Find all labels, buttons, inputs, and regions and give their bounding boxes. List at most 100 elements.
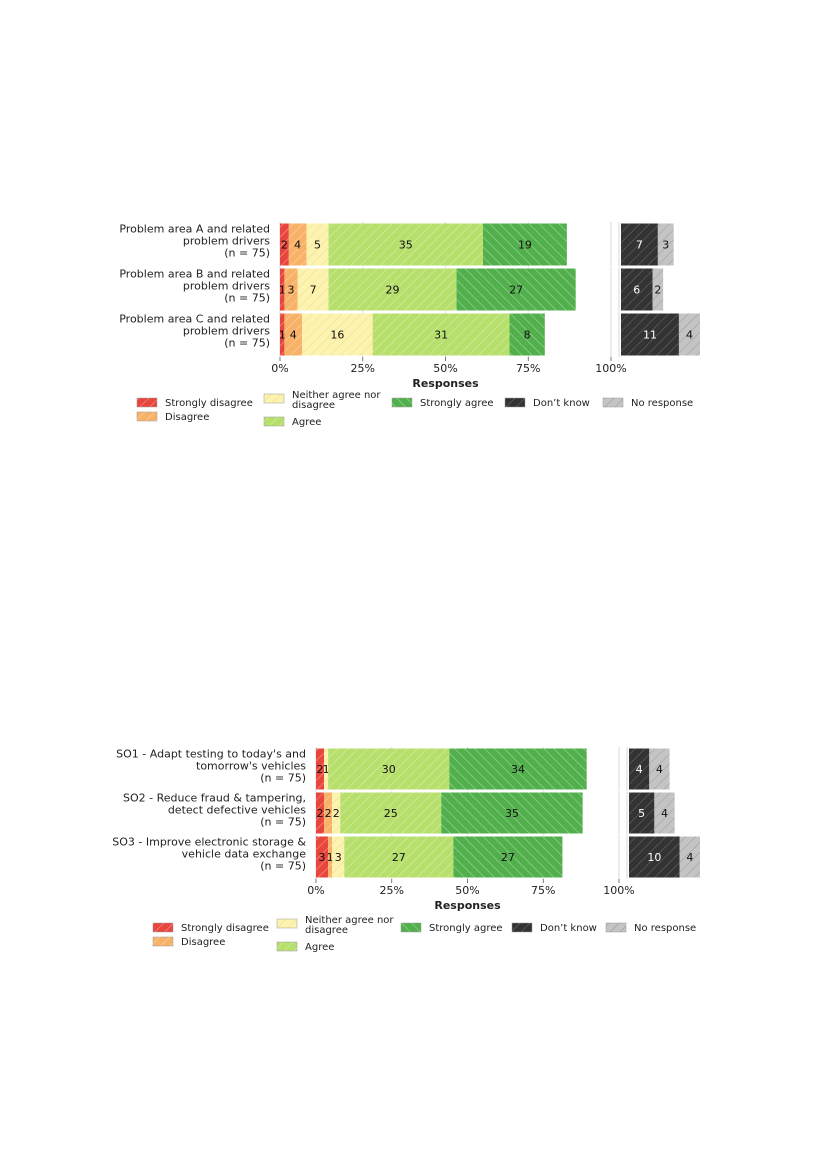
- side-bar-value-label: 2: [654, 284, 661, 297]
- bar-hatch: [456, 268, 576, 311]
- legend-swatch-hatch: [277, 942, 297, 951]
- bar-value-label: 1: [327, 851, 334, 864]
- legend-swatch-hatch: [137, 412, 157, 421]
- bar-hatch: [328, 748, 450, 790]
- bar-value-label: 4: [290, 329, 297, 342]
- bar-value-label: 2: [333, 807, 340, 820]
- side-bar-value-label: 6: [633, 284, 640, 297]
- category-label: vehicle data exchange: [182, 848, 307, 861]
- bar-hatch: [306, 223, 329, 266]
- category-label: SO3 - Improve electronic storage &: [112, 836, 306, 849]
- chart-problem-areas: Problem area A and related problem driver…: [0, 190, 827, 444]
- x-tick-label: 50%: [455, 884, 479, 897]
- legend-swatch-hatch: [137, 398, 157, 407]
- category-label: Problem area B and related: [119, 268, 270, 281]
- side-bar-value-label: 3: [662, 239, 669, 252]
- legend-swatch-hatch: [606, 923, 626, 932]
- x-tick-label: 25%: [380, 884, 404, 897]
- legend-label: Strongly agree: [429, 923, 503, 934]
- legend-swatch-hatch: [603, 398, 623, 407]
- legend-swatch-hatch: [153, 923, 173, 932]
- bar-hatch: [302, 313, 373, 356]
- side-bar-value-label: 7: [636, 239, 643, 252]
- legend-swatch-hatch: [512, 923, 532, 932]
- side-bar-hatch: [657, 223, 674, 266]
- bar-value-label: 19: [518, 239, 532, 252]
- category-label: (n = 75): [224, 292, 270, 305]
- bar-value-label: 3: [288, 284, 295, 297]
- bar-value-label: 31: [434, 329, 448, 342]
- bar-value-label: 1: [323, 763, 330, 776]
- x-tick-label: 100%: [603, 884, 634, 897]
- bar-value-label: 29: [386, 284, 400, 297]
- bar-hatch: [509, 313, 545, 356]
- side-bar-value-label: 4: [656, 763, 663, 776]
- category-label: problem drivers: [183, 325, 270, 338]
- bar-hatch: [453, 836, 563, 878]
- bar-hatch: [332, 836, 345, 878]
- legend-swatch-hatch: [264, 417, 284, 426]
- category-label: (n = 75): [260, 860, 306, 873]
- legend-label: No response: [634, 923, 696, 934]
- side-bar-value-label: 4: [636, 763, 643, 776]
- side-bar-hatch: [621, 313, 679, 356]
- side-bar-value-label: 11: [643, 329, 657, 342]
- bar-value-label: 27: [501, 851, 515, 864]
- side-bar-value-label: 4: [686, 329, 693, 342]
- x-tick-label: 75%: [516, 362, 540, 375]
- legend-label: Strongly agree: [420, 398, 494, 409]
- bar-hatch: [324, 792, 333, 834]
- side-bar-hatch: [654, 792, 675, 834]
- bar-value-label: 2: [281, 239, 288, 252]
- legend-label: Disagree: [165, 412, 209, 423]
- bar-hatch: [280, 223, 289, 266]
- side-bar-hatch: [649, 748, 670, 790]
- category-label: SO1 - Adapt testing to today's and: [116, 748, 306, 761]
- bar-value-label: 30: [382, 763, 396, 776]
- bar-value-label: 16: [330, 329, 344, 342]
- legend-label: disagree: [305, 925, 348, 936]
- bar-value-label: 1: [279, 284, 286, 297]
- bar-value-label: 2: [317, 807, 324, 820]
- category-label: (n = 75): [260, 772, 306, 785]
- bar-hatch: [340, 792, 442, 834]
- bar-value-label: 25: [384, 807, 398, 820]
- category-label: (n = 75): [224, 337, 270, 350]
- bar-value-label: 35: [399, 239, 413, 252]
- bar-hatch: [288, 223, 307, 266]
- side-bar-hatch: [678, 313, 700, 356]
- bar-value-label: 8: [524, 329, 531, 342]
- bar-value-label: 2: [317, 763, 324, 776]
- x-tick-label: 100%: [595, 362, 626, 375]
- legend-swatch-hatch: [392, 398, 412, 407]
- legend-swatch-hatch: [401, 923, 421, 932]
- category-label: problem drivers: [183, 280, 270, 293]
- x-tick-label: 75%: [531, 884, 555, 897]
- legend-label: disagree: [292, 400, 335, 411]
- legend-label: Don’t know: [533, 398, 590, 409]
- bar-hatch: [280, 313, 285, 356]
- x-tick-label: 0%: [271, 362, 288, 375]
- side-bar-hatch: [629, 836, 680, 878]
- bar-hatch: [372, 313, 510, 356]
- side-bar-hatch: [621, 223, 658, 266]
- legend-swatch-hatch: [505, 398, 525, 407]
- x-axis-label: Responses: [434, 899, 501, 912]
- side-bar-value-label: 5: [638, 807, 645, 820]
- legend-swatch-hatch: [277, 919, 297, 928]
- chart-specific-objectives: SO1 - Adapt testing to today's and tomorr…: [0, 720, 827, 964]
- x-tick-label: 0%: [307, 884, 324, 897]
- bar-hatch: [344, 836, 454, 878]
- legend-label: Don’t know: [540, 923, 597, 934]
- bar-hatch: [280, 268, 285, 311]
- side-bar-hatch: [621, 268, 653, 311]
- bar-hatch: [328, 223, 484, 266]
- legend-label: Strongly disagree: [181, 923, 269, 934]
- side-bar-value-label: 10: [647, 851, 661, 864]
- x-tick-label: 25%: [351, 362, 375, 375]
- legend-label: No response: [631, 398, 693, 409]
- bar-hatch: [316, 792, 325, 834]
- legend-swatch-hatch: [264, 394, 284, 403]
- category-label: detect defective vehicles: [168, 804, 306, 817]
- legend-label: Agree: [305, 942, 334, 953]
